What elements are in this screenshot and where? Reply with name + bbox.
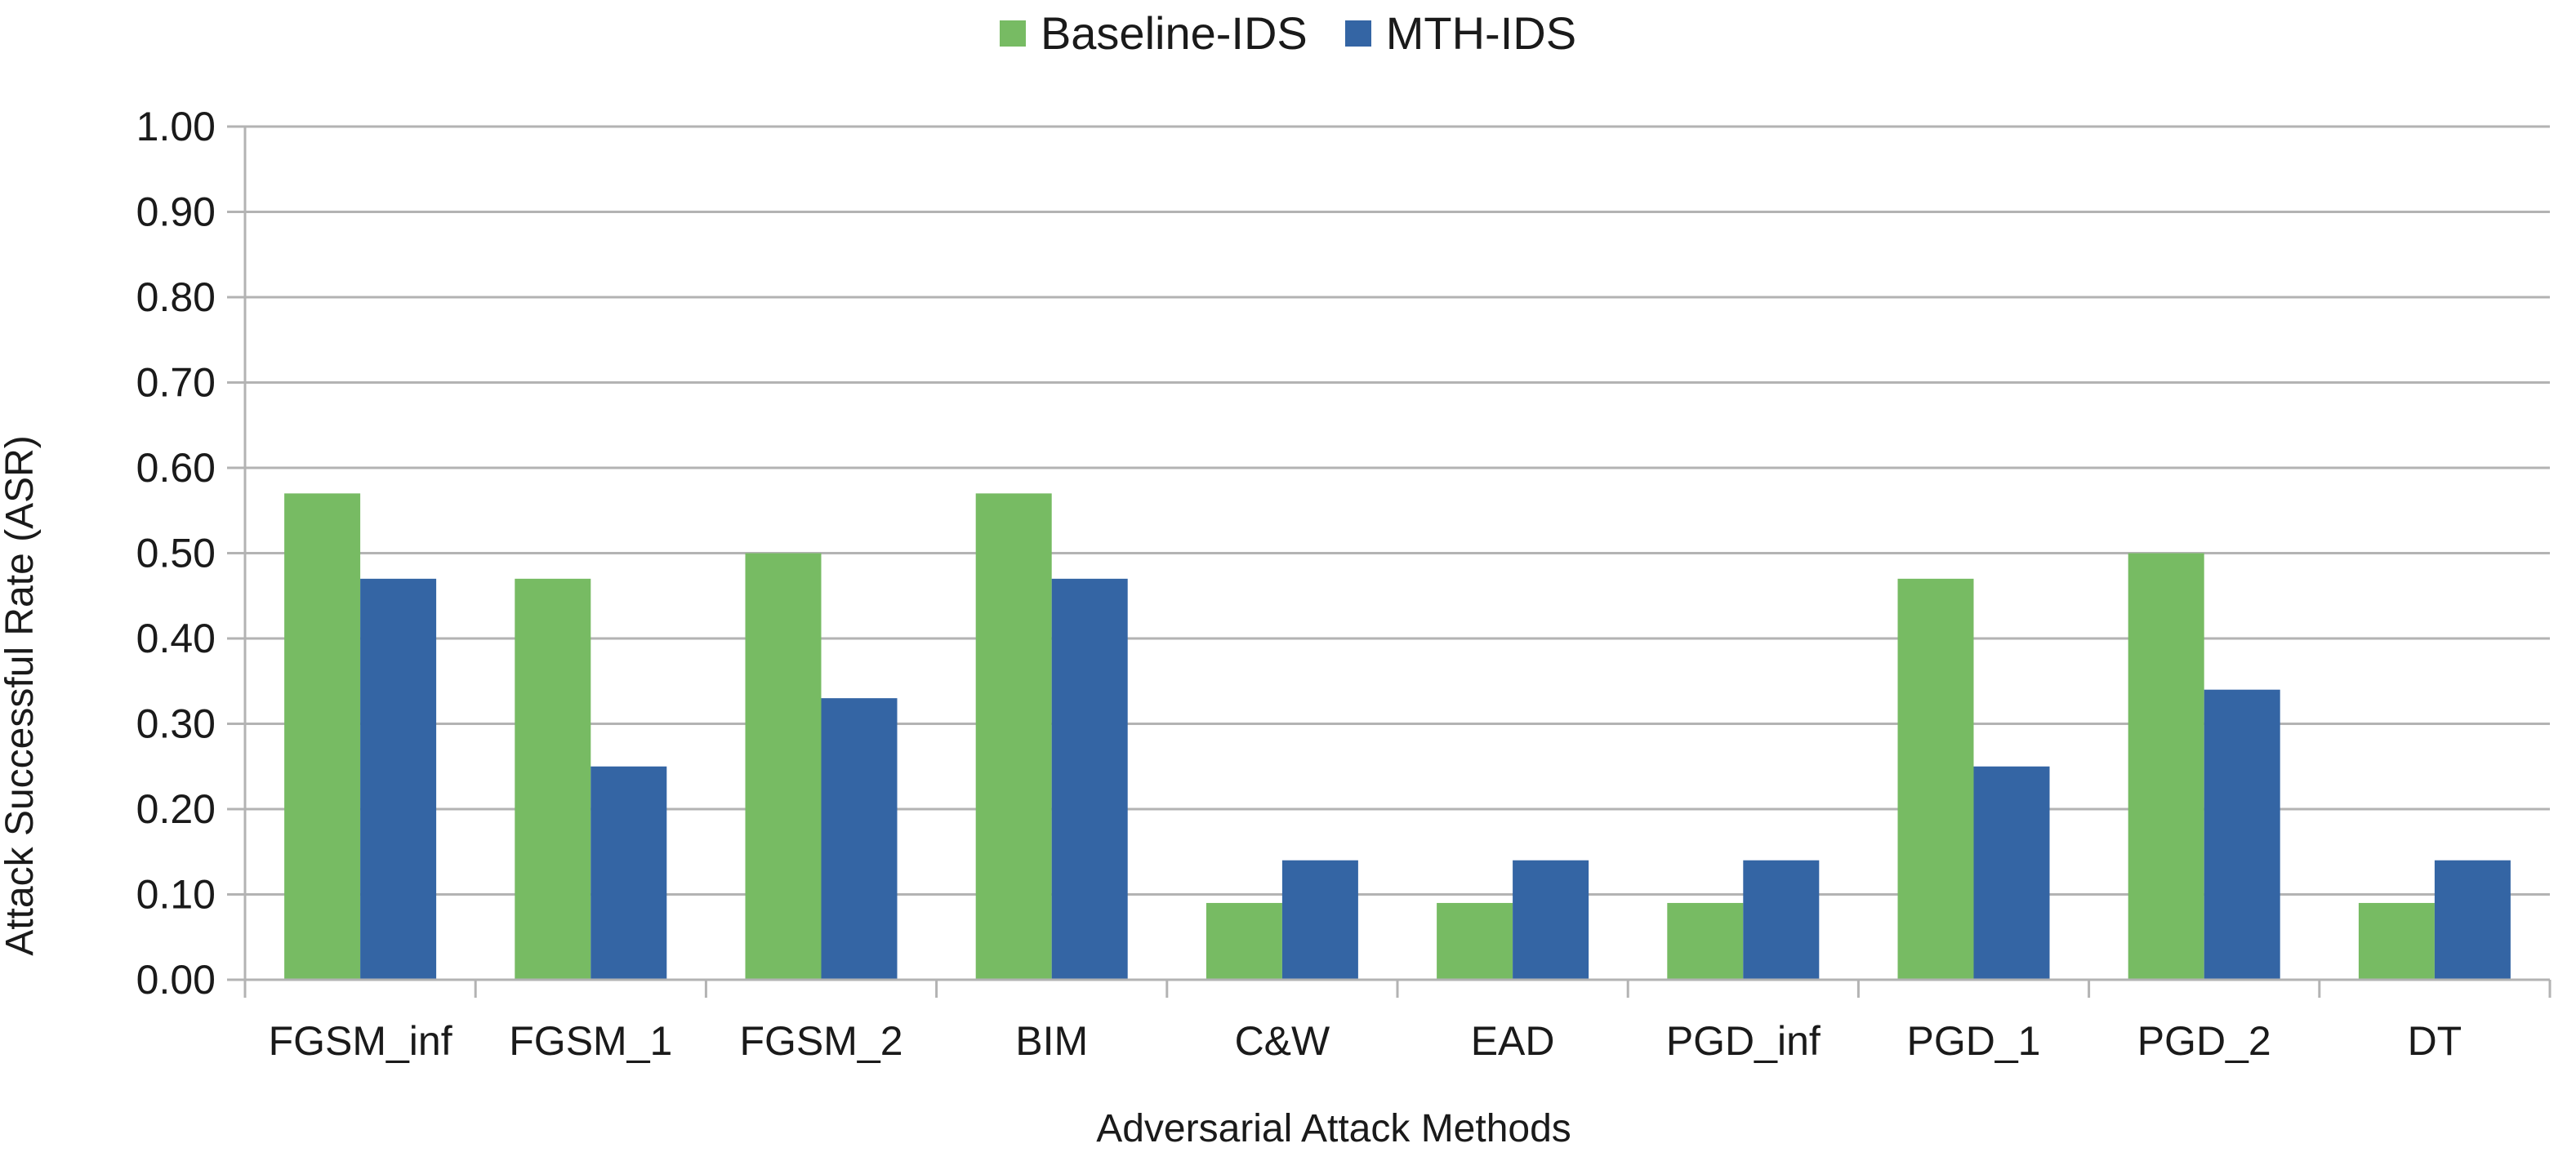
chart-legend: Baseline-IDS MTH-IDS [0, 7, 2576, 60]
x-tick-label: DT [2408, 1018, 2462, 1064]
bar-mth-ids-pgd-2 [2204, 689, 2280, 980]
bars [284, 493, 2511, 980]
legend-label-mth-ids: MTH-IDS [1385, 7, 1577, 59]
x-tick-label: C&W [1235, 1018, 1330, 1064]
x-tick-label: FGSM_2 [739, 1018, 902, 1064]
bar-baseline-ids-fgsm-2 [745, 553, 822, 980]
x-tick-label: PGD_2 [2137, 1018, 2271, 1064]
bar-mth-ids-dt [2434, 860, 2511, 980]
y-tick-label: 0.30 [136, 701, 216, 747]
bar-mth-ids-pgd-1 [1973, 766, 2050, 980]
bar-baseline-ids-pgd-1 [1897, 578, 1974, 980]
y-tick-label: 0.90 [136, 189, 216, 235]
bar-mth-ids-fgsm-2 [821, 698, 898, 980]
y-tick-labels: 0.00 0.10 0.20 0.30 0.40 0.50 0.60 0.70 0.80 0.90… [136, 104, 216, 1003]
x-tick-label: PGD_inf [1666, 1018, 1821, 1064]
legend-label-baseline-ids: Baseline-IDS [1040, 7, 1308, 59]
legend-item-baseline-ids: Baseline-IDS [999, 7, 1308, 60]
y-tick-label: 0.20 [136, 786, 216, 832]
bar-baseline-ids-pgd-inf [1667, 902, 1744, 980]
y-tick-label: 0.00 [136, 957, 216, 1003]
bar-mth-ids-c-w [1281, 860, 1358, 980]
bar-baseline-ids-c-w [1206, 902, 1282, 980]
x-tick-label: FGSM_1 [509, 1018, 672, 1064]
y-tick-label: 0.10 [136, 872, 216, 918]
x-tick-labels: FGSM_inf FGSM_1 FGSM_2 BIM C&W EAD PGD_inf PGD_… [269, 1018, 2462, 1064]
y-tick-label: 0.80 [136, 274, 216, 320]
bar-baseline-ids-pgd-2 [2128, 553, 2204, 980]
bar-mth-ids-fgsm-inf [360, 578, 437, 980]
bar-baseline-ids-ead [1437, 902, 1513, 980]
x-tick-label: FGSM_inf [269, 1018, 452, 1064]
legend-swatch-baseline-ids [999, 20, 1026, 47]
x-tick-label: BIM [1015, 1018, 1088, 1064]
y-axis-title: Attack Successful Rate (ASR) [0, 435, 42, 956]
legend-swatch-mth-ids [1344, 20, 1371, 47]
y-tick-label: 0.50 [136, 531, 216, 576]
x-tick-label: PGD_1 [1907, 1018, 2041, 1064]
y-tick-label: 0.70 [136, 360, 216, 406]
bar-baseline-ids-dt [2358, 902, 2435, 980]
bar-baseline-ids-fgsm-inf [284, 493, 361, 980]
y-tick-label: 0.40 [136, 616, 216, 661]
x-axis-title: Adversarial Attack Methods [1096, 1107, 1571, 1150]
bar-baseline-ids-fgsm-1 [515, 578, 591, 980]
bar-mth-ids-bim [1051, 578, 1128, 980]
bar-mth-ids-ead [1513, 860, 1589, 980]
bar-baseline-ids-bim [975, 493, 1052, 980]
x-tick-label: EAD [1471, 1018, 1555, 1064]
y-tick-label: 0.60 [136, 445, 216, 491]
y-tick-label: 1.00 [136, 104, 216, 149]
axes [227, 125, 2551, 998]
bar-mth-ids-pgd-inf [1743, 860, 1820, 980]
bar-mth-ids-fgsm-1 [591, 766, 667, 980]
legend-item-mth-ids: MTH-IDS [1344, 7, 1577, 60]
